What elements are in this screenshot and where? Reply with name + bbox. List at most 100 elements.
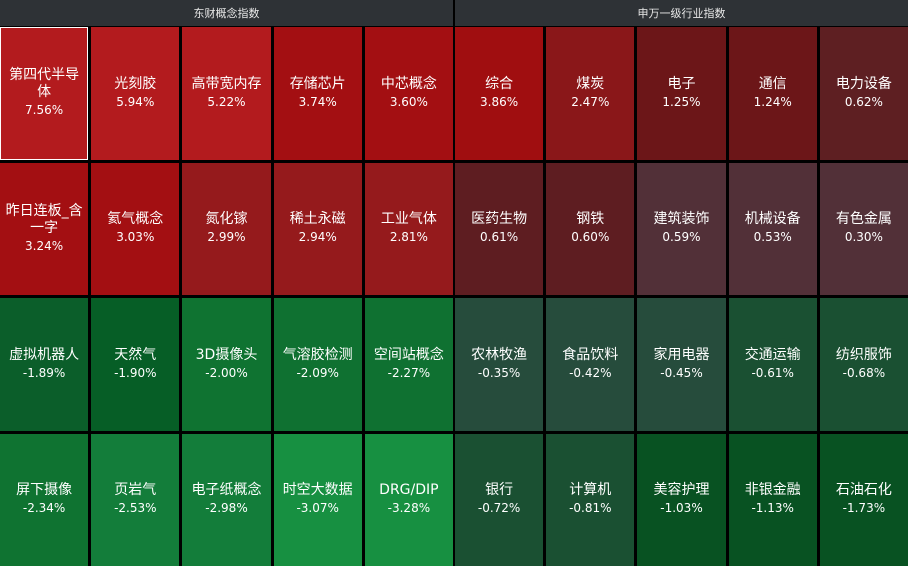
tile-change-percent: -0.68% <box>842 365 886 380</box>
tile-name: 屏下摄像 <box>16 482 73 499</box>
index-tile[interactable]: 电子纸概念 -2.98% <box>182 433 271 566</box>
tile-change-percent: -2.34% <box>22 501 66 516</box>
index-tile[interactable]: 昨日连板_含一字 3.24% <box>0 162 89 295</box>
index-tile[interactable]: 页岩气 -2.53% <box>91 433 180 566</box>
tile-name: 农林牧渔 <box>471 346 528 363</box>
tile-name: 空间站概念 <box>373 346 444 363</box>
index-tile[interactable]: 高带宽内存 5.22% <box>182 27 271 160</box>
index-tile[interactable]: 电力设备 0.62% <box>819 27 908 160</box>
tile-name: 石油石化 <box>835 482 892 499</box>
tile-change-percent: -0.72% <box>477 501 521 516</box>
index-tile[interactable]: 家用电器 -0.45% <box>637 298 726 431</box>
index-tile[interactable]: 氦气概念 3.03% <box>91 162 180 295</box>
index-tile[interactable]: 屏下摄像 -2.34% <box>0 433 89 566</box>
tile-change-percent: 0.60% <box>571 230 610 245</box>
index-tile[interactable]: 电子 1.25% <box>637 27 726 160</box>
tile-name: 氮化镓 <box>205 211 248 228</box>
tile-name: 存储芯片 <box>289 75 346 92</box>
tile-change-percent: 5.94% <box>116 94 155 109</box>
tile-name: 第四代半导体 <box>9 67 80 101</box>
tile-change-percent: 0.62% <box>844 94 883 109</box>
index-tile[interactable]: 食品饮料 -0.42% <box>546 298 635 431</box>
tile-name: 银行 <box>485 482 514 499</box>
index-tile[interactable]: 工业气体 2.81% <box>364 162 453 295</box>
index-tile[interactable]: 氮化镓 2.99% <box>182 162 271 295</box>
tile-change-percent: -3.07% <box>296 501 339 516</box>
tile-name: 医药生物 <box>471 211 528 228</box>
index-tile[interactable]: 空间站概念 -2.27% <box>364 298 453 431</box>
index-tile[interactable]: 机械设备 0.53% <box>728 162 817 295</box>
index-tile[interactable]: 光刻胶 5.94% <box>91 27 180 160</box>
tile-name: 天然气 <box>114 346 157 363</box>
tile-change-percent: -1.03% <box>660 501 703 516</box>
index-tile[interactable]: 3D摄像头 -2.00% <box>182 298 271 431</box>
index-tile[interactable]: 第四代半导体 7.56% <box>0 27 89 160</box>
tile-change-percent: 2.47% <box>571 94 610 109</box>
index-tile[interactable]: 银行 -0.72% <box>455 433 544 566</box>
tile-name: 纺织服饰 <box>835 346 892 363</box>
tile-change-percent: 0.61% <box>480 230 519 245</box>
tile-change-percent: -2.27% <box>387 365 431 380</box>
tile-change-percent: -0.61% <box>751 365 794 380</box>
tile-name: 稀土永磁 <box>289 211 346 228</box>
tile-name: 氦气概念 <box>107 211 164 228</box>
tile-name: 食品饮料 <box>562 346 619 363</box>
index-tile[interactable]: 中芯概念 3.60% <box>364 27 453 160</box>
index-tile[interactable]: 交通运输 -0.61% <box>728 298 817 431</box>
tile-name: 煤炭 <box>576 75 605 92</box>
tile-name: 虚拟机器人 <box>9 346 80 363</box>
tile-change-percent: 3.24% <box>25 238 64 253</box>
index-tile[interactable]: 计算机 -0.81% <box>546 433 635 566</box>
tile-name: 高带宽内存 <box>191 75 262 92</box>
index-tile[interactable]: 通信 1.24% <box>728 27 817 160</box>
tile-change-percent: 2.81% <box>389 230 428 245</box>
index-tile[interactable]: 农林牧渔 -0.35% <box>455 298 544 431</box>
tile-name: DRG/DIP <box>379 482 439 499</box>
index-tile[interactable]: 气溶胶检测 -2.09% <box>273 298 362 431</box>
index-tile[interactable]: 时空大数据 -3.07% <box>273 433 362 566</box>
concept-tile-grid: 第四代半导体 7.56% 光刻胶 5.94% 高带宽内存 5.22% 存储芯片 3.74% 中芯… <box>0 26 453 566</box>
tile-name: 电力设备 <box>835 75 892 92</box>
index-tile[interactable]: 石油石化 -1.73% <box>819 433 908 566</box>
index-tile[interactable]: 煤炭 2.47% <box>546 27 635 160</box>
tile-name: 工业气体 <box>380 211 437 228</box>
tile-name: 时空大数据 <box>282 482 353 499</box>
index-tile[interactable]: 美容护理 -1.03% <box>637 433 726 566</box>
tile-name: 3D摄像头 <box>195 346 258 363</box>
tile-name: 非银金融 <box>744 482 801 499</box>
tile-name: 昨日连板_含一字 <box>5 202 83 236</box>
tile-change-percent: -1.13% <box>751 501 794 516</box>
tile-name: 家用电器 <box>653 346 710 363</box>
tile-name: 中芯概念 <box>380 75 437 92</box>
index-tile[interactable]: 天然气 -1.90% <box>91 298 180 431</box>
index-tile[interactable]: DRG/DIP -3.28% <box>364 433 453 566</box>
index-tile[interactable]: 稀土永磁 2.94% <box>273 162 362 295</box>
index-tile[interactable]: 建筑装饰 0.59% <box>637 162 726 295</box>
tile-change-percent: -3.28% <box>387 501 431 516</box>
tile-change-percent: -1.90% <box>114 365 157 380</box>
index-tile[interactable]: 钢铁 0.60% <box>546 162 635 295</box>
tile-name: 建筑装饰 <box>653 211 710 228</box>
panel-title: 东财概念指数 <box>0 0 453 26</box>
index-tile[interactable]: 有色金属 0.30% <box>819 162 908 295</box>
tile-change-percent: -0.45% <box>660 365 703 380</box>
panel-title: 申万一级行业指数 <box>455 0 908 26</box>
tile-name: 计算机 <box>569 482 612 499</box>
tile-change-percent: 3.60% <box>389 94 428 109</box>
tile-name: 电子 <box>667 75 696 92</box>
index-tile[interactable]: 虚拟机器人 -1.89% <box>0 298 89 431</box>
tile-change-percent: 2.99% <box>207 230 246 245</box>
tile-name: 机械设备 <box>744 211 801 228</box>
tile-name: 光刻胶 <box>114 75 157 92</box>
tile-change-percent: -2.00% <box>205 365 248 380</box>
tile-name: 有色金属 <box>835 211 892 228</box>
tile-change-percent: 3.86% <box>480 94 519 109</box>
tile-change-percent: 3.03% <box>116 230 155 245</box>
index-tile[interactable]: 医药生物 0.61% <box>455 162 544 295</box>
index-tile[interactable]: 存储芯片 3.74% <box>273 27 362 160</box>
tile-change-percent: 0.53% <box>753 230 792 245</box>
index-tile[interactable]: 非银金融 -1.13% <box>728 433 817 566</box>
tile-change-percent: -0.35% <box>477 365 521 380</box>
index-tile[interactable]: 综合 3.86% <box>455 27 544 160</box>
index-tile[interactable]: 纺织服饰 -0.68% <box>819 298 908 431</box>
